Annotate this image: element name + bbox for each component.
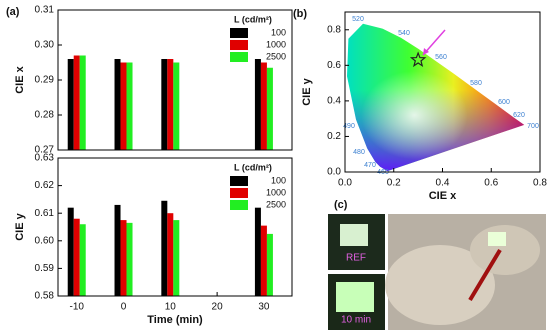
legend-swatch <box>230 52 248 62</box>
bar <box>120 220 127 296</box>
x-tick-label: 0 <box>121 302 127 313</box>
bar <box>167 59 174 150</box>
plot-frame <box>344 11 541 173</box>
plot-frame <box>57 157 293 297</box>
legend-label: 1000 <box>266 39 286 49</box>
legend-title: L (cd/m²) <box>234 162 272 172</box>
bar <box>254 59 261 150</box>
bar <box>173 62 180 150</box>
x-tick-label: 30 <box>258 302 270 313</box>
y-tick-label: 0.27 <box>35 145 55 156</box>
y-tick-label: 0.2 <box>327 131 341 142</box>
bar <box>73 218 80 296</box>
wavelength-label: 700 <box>527 123 539 130</box>
y-tick-label: 0.58 <box>35 291 55 302</box>
wavelength-label: 520 <box>352 16 364 23</box>
y-tick-label: 0.59 <box>35 263 55 274</box>
x-axis-label: CIE x <box>429 190 457 202</box>
bar <box>266 233 273 296</box>
y-tick-label: 0.0 <box>327 167 341 178</box>
legend-title: L (cd/m²) <box>234 14 272 24</box>
legend-swatch <box>230 176 248 186</box>
bar <box>73 55 80 150</box>
bar <box>254 207 261 296</box>
wavelength-label: 490 <box>343 123 355 130</box>
x-axis-label: Time (min) <box>147 314 203 326</box>
wavelength-label: 620 <box>513 112 525 119</box>
bar <box>167 213 174 296</box>
y-tick-label: 0.31 <box>35 5 55 16</box>
bar <box>114 204 121 296</box>
bar <box>67 207 74 296</box>
bar <box>173 220 180 296</box>
photo-caption: 10 min <box>341 315 371 326</box>
legend-swatch <box>230 188 248 198</box>
legend-label: 2500 <box>266 51 286 61</box>
legend-label: 100 <box>271 175 286 185</box>
photos <box>328 214 546 330</box>
x-tick-label: 20 <box>212 302 224 313</box>
x-tick-label: 10 <box>165 302 177 313</box>
arrow-head <box>423 48 429 55</box>
cie-gamut <box>347 23 525 172</box>
x-tick-label: 0.4 <box>436 178 450 189</box>
point <box>409 51 427 68</box>
legend-swatch <box>230 40 248 50</box>
legend-label: 100 <box>271 27 286 37</box>
wavelength-label: 600 <box>498 99 510 106</box>
x-tick-label: -10 <box>69 302 84 313</box>
y-tick-label: 0.8 <box>327 24 341 35</box>
bar <box>126 222 133 296</box>
legend-swatch <box>230 200 248 210</box>
bar <box>114 59 121 150</box>
y-tick-label: 0.61 <box>35 208 55 219</box>
y-tick-label: 0.29 <box>35 75 55 86</box>
panel-label: (a) <box>6 6 20 18</box>
y-tick-label: 0.60 <box>35 235 55 246</box>
bar <box>260 225 267 296</box>
wavelength-label: 560 <box>435 54 447 61</box>
y-tick-label: 0.28 <box>35 110 55 121</box>
bar <box>161 200 168 296</box>
y-axis-label: CIE y <box>301 77 313 105</box>
wavelength-label: 470 <box>364 162 376 169</box>
legend-label: 1000 <box>266 187 286 197</box>
x-tick-label: 0.0 <box>338 178 352 189</box>
y-tick-label: 0.4 <box>327 96 341 107</box>
bar <box>266 67 273 150</box>
x-tick-label: 0.8 <box>533 178 547 189</box>
plot-frame <box>57 9 293 151</box>
bar <box>79 224 86 296</box>
bar <box>126 62 133 150</box>
legend-swatch <box>230 28 248 38</box>
bar <box>260 62 267 150</box>
x-tick-label: 0.2 <box>387 178 401 189</box>
photo-caption: REF <box>346 253 366 264</box>
panel-label: (c) <box>334 199 348 211</box>
x-tick-label: 0.6 <box>484 178 498 189</box>
wavelength-label: 480 <box>353 149 365 156</box>
wavelength-label: 540 <box>398 30 410 37</box>
bar <box>79 55 86 150</box>
y-tick-label: 0.62 <box>35 180 55 191</box>
panel-label: (b) <box>293 8 307 20</box>
bar <box>120 62 127 150</box>
y-tick-label: 0.6 <box>327 60 341 71</box>
y-tick-label: 0.30 <box>35 40 55 51</box>
legend-label: 2500 <box>266 199 286 209</box>
wavelength-label: 580 <box>470 80 482 87</box>
bar <box>161 59 168 150</box>
bar <box>67 59 74 150</box>
y-tick-label: 0.63 <box>35 153 55 164</box>
y-axis-label: CIE y <box>14 212 26 240</box>
y-axis-label: CIE x <box>14 65 26 93</box>
